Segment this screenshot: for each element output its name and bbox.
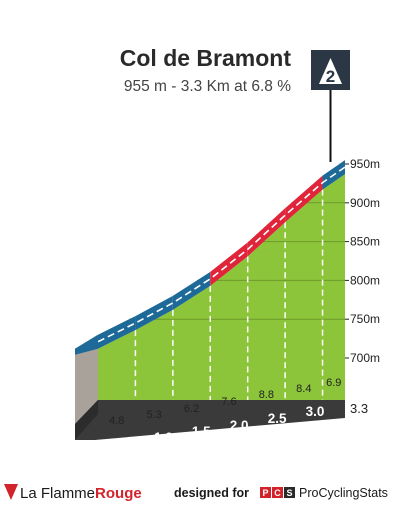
pcs-name: ProCyclingStats (299, 486, 388, 500)
gradient-label: 7.6 (221, 396, 236, 408)
altitude-label: 950m (350, 157, 380, 171)
road-segment (285, 175, 323, 223)
gradient-label: 8.8 (259, 389, 274, 401)
gradient-label: 6.2 (184, 403, 199, 415)
road-centre-line (97, 166, 346, 343)
profile-base-side (75, 400, 98, 440)
km-tick-label: 3.0 (306, 404, 325, 419)
category-badge: 2 (311, 50, 350, 162)
altitude-label: 750m (350, 312, 380, 326)
km-tick-label: 1.5 (192, 424, 211, 439)
pcs-letter-p: P (262, 488, 268, 498)
road-segment (98, 316, 136, 349)
gradient-label: 6.9 (326, 377, 341, 389)
pcs-letter-c: C (274, 488, 281, 498)
km-tick-label: 1.0 (154, 430, 173, 445)
end-distance-label: 3.3 (350, 401, 368, 416)
climb-title: Col de Bramont (120, 45, 292, 71)
km-tick-label: 2.5 (268, 411, 287, 426)
gradient-label: 8.4 (296, 383, 311, 395)
flame-icon (4, 484, 18, 500)
altitude-label: 850m (350, 235, 380, 249)
road-left-bevel (75, 334, 98, 355)
altitude-label: 700m (350, 351, 380, 365)
km-tick-label: 0.5 (116, 438, 135, 453)
road-segment (210, 242, 248, 286)
designed-for-label: designed for (174, 486, 249, 500)
pcs-box-p (260, 487, 271, 498)
altitude-label: 900m (350, 196, 380, 210)
laflammerouge-logo: La FlammeRouge (4, 484, 142, 502)
footer: La FlammeRouge designed for P C S ProCyc… (4, 484, 388, 502)
pcs-letter-s: S (286, 488, 292, 498)
pcs-box-s (284, 487, 295, 498)
category-number: 2 (326, 67, 335, 86)
climb-subtitle: 955 m - 3.3 Km at 6.8 % (124, 78, 291, 95)
pcs-logo: P C S ProCyclingStats (260, 486, 388, 500)
road-segment (135, 295, 173, 331)
road-segment (172, 271, 211, 310)
brand-part-b: Rouge (95, 485, 142, 502)
km-tick-label: 2.0 (230, 418, 249, 433)
pcs-box-c (272, 487, 283, 498)
profile-grass-area (98, 174, 345, 400)
gradient-label: 5.3 (146, 409, 161, 421)
gradient-label: 4.8 (109, 415, 124, 427)
profile-base (75, 400, 345, 440)
brand-part-a: La Flamme (20, 485, 95, 502)
svg-text:La FlammeRouge: La FlammeRouge (20, 485, 142, 502)
profile-chart: 4.8 5.3 6.2 7.6 8.8 8.4 6.9 0.5 1.0 1.5 2.0 2.5 3.0 3… (75, 157, 380, 453)
altitude-label: 800m (350, 273, 380, 287)
category-triangle-icon (319, 58, 342, 84)
